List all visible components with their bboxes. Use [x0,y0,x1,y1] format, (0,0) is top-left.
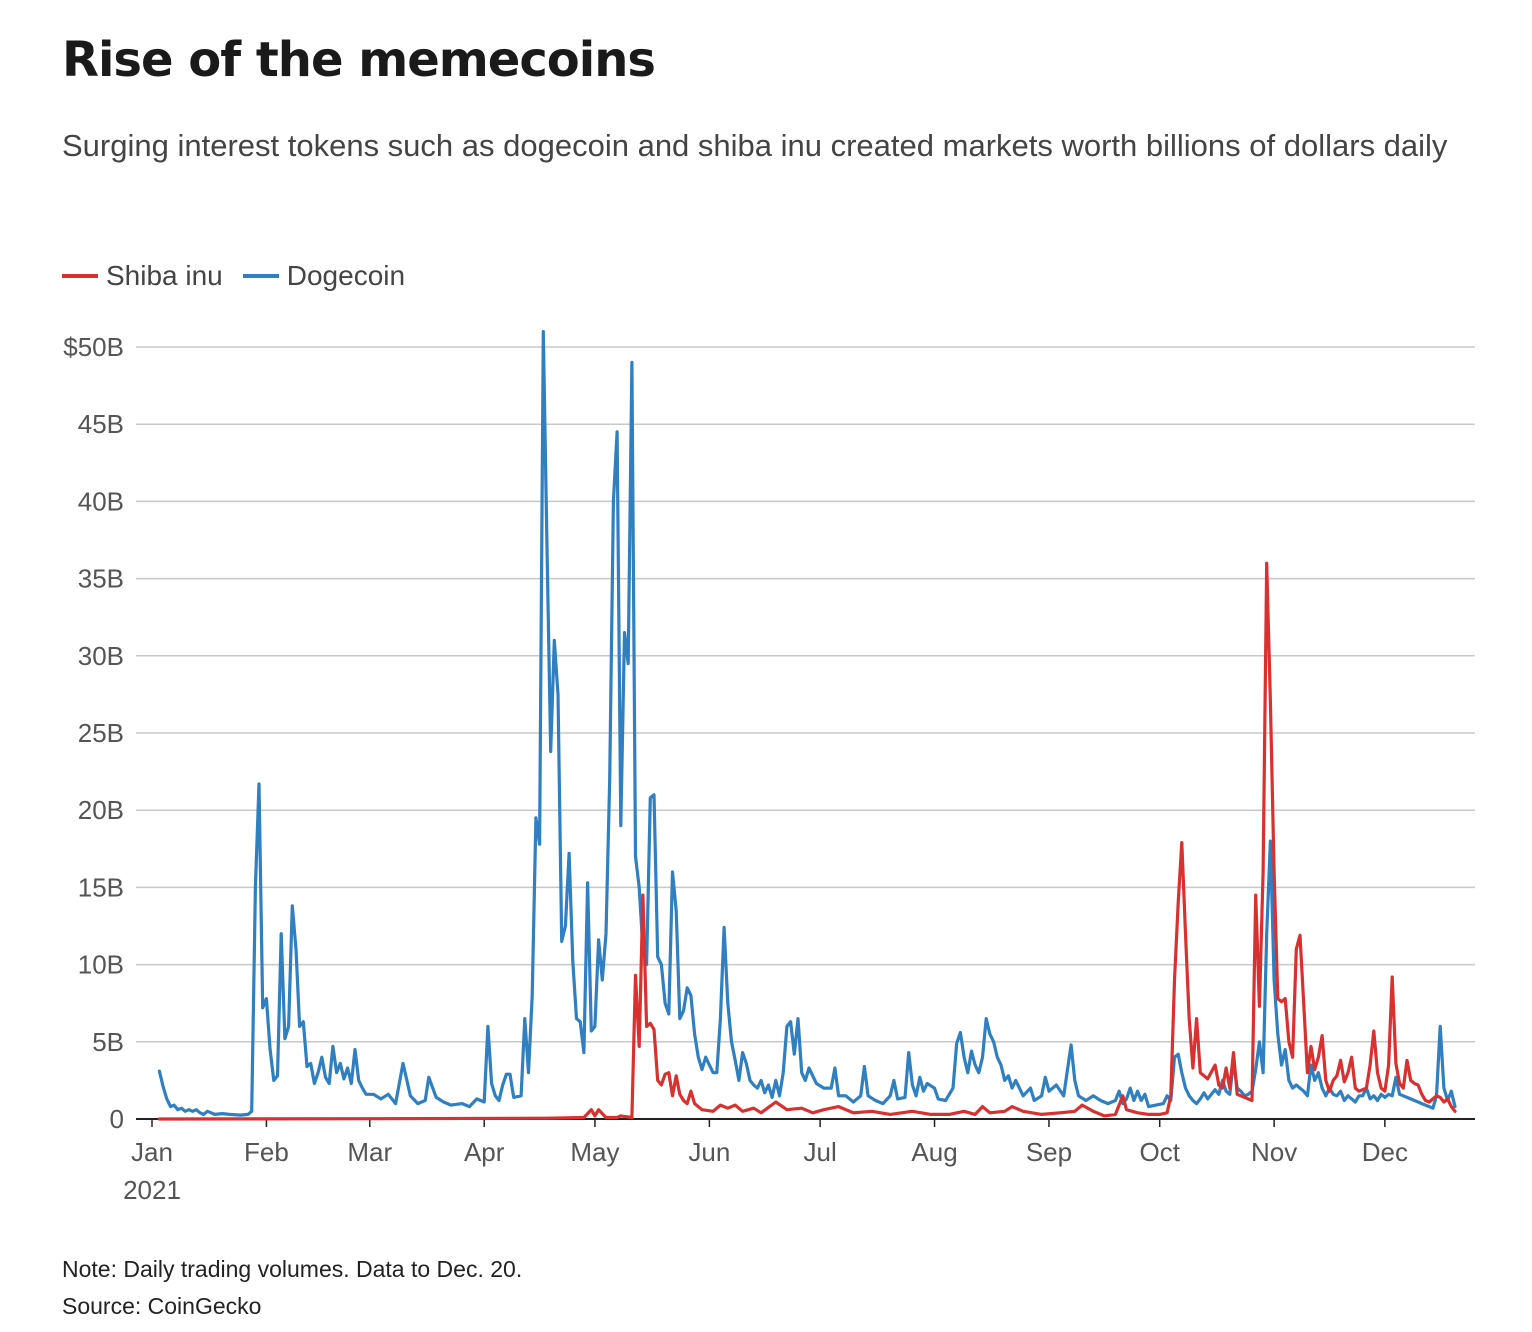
y-tick-label-0: 0 [110,1104,124,1134]
x-tick-label-feb: Feb [244,1137,289,1167]
legend-swatch-shiba-inu [62,274,98,278]
y-tick-label-10: 10B [78,950,124,980]
legend-item-shiba-inu: Shiba inu [62,260,223,292]
chart-title: Rise of the memecoins [62,32,656,88]
x-tick-label-may: May [570,1137,619,1167]
x-tick-label-jul: Jul [803,1137,836,1167]
y-tick-label-25: 25B [78,718,124,748]
x-tick-label-jan: Jan [131,1137,173,1167]
x-tick-label-aug: Aug [911,1137,957,1167]
x-tick-label-dec: Dec [1362,1137,1408,1167]
x-tick-label-mar: Mar [347,1137,392,1167]
x-tick-label-apr: Apr [464,1137,505,1167]
y-tick-label-50: $50B [63,332,124,362]
chart-legend: Shiba inu Dogecoin [62,256,425,296]
chart-note: Note: Daily trading volumes. Data to Dec… [62,1256,523,1282]
y-tick-label-5: 5B [92,1027,124,1057]
chart-subtitle: Surging interest tokens such as dogecoin… [62,128,1448,163]
chart-source: Source: CoinGecko [62,1293,262,1319]
x-tick-label-sep: Sep [1026,1137,1072,1167]
x-tick-sublabel-year: 2021 [123,1175,181,1205]
x-tick-label-nov: Nov [1251,1137,1297,1167]
series-line-dogecoin [157,330,1457,1117]
y-tick-label-45: 45B [78,409,124,439]
series-line-shiba-inu [157,561,1457,1121]
y-tick-label-35: 35B [78,564,124,594]
line-chart: 0 5B 10B 15B 20B 25B 30B 35B 40B 45B $50B Jan 2021 Fe… [63,330,1475,1205]
y-tick-label-15: 15B [78,872,124,902]
legend-label-shiba-inu: Shiba inu [106,260,223,291]
legend-swatch-dogecoin [242,274,279,278]
legend-item-dogecoin: Dogecoin [242,260,406,292]
y-tick-label-30: 30B [78,641,124,671]
x-tick-label-oct: Oct [1139,1137,1180,1167]
y-tick-label-20: 20B [78,795,124,825]
x-tick-label-jun: Jun [688,1137,730,1167]
y-tick-label-40: 40B [78,486,124,516]
legend-label-dogecoin: Dogecoin [286,260,406,291]
